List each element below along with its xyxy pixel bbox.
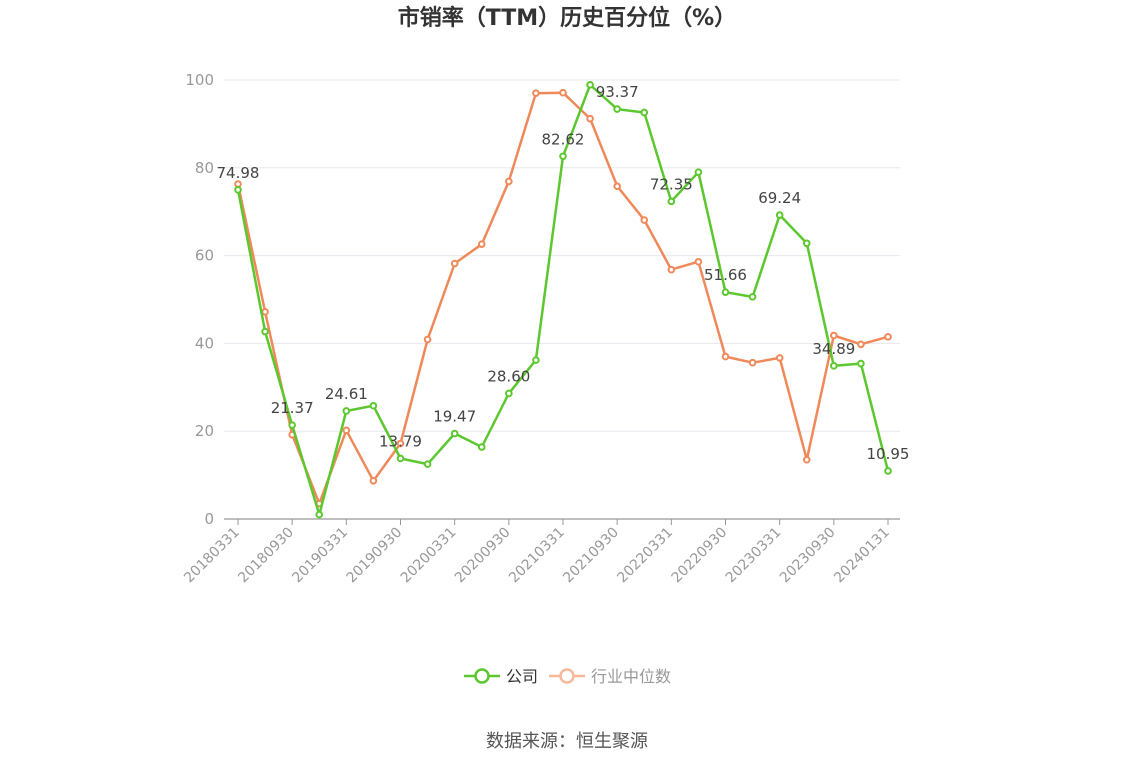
series-1	[234, 88, 892, 508]
data-point[interactable]	[532, 89, 540, 97]
data-point[interactable]	[721, 288, 730, 297]
y-tick-label: 20	[195, 422, 214, 440]
chart-title: 市销率（TTM）历史百分位（%）	[398, 5, 736, 31]
data-point[interactable]	[802, 239, 811, 248]
data-point[interactable]	[640, 216, 649, 224]
y-axis: 0 20 40 60 80 100	[185, 71, 214, 528]
data-point[interactable]	[505, 177, 513, 186]
series-group	[234, 81, 892, 519]
data-point[interactable]	[884, 467, 892, 475]
data-label: 51.66	[704, 266, 747, 284]
data-point[interactable]	[748, 358, 757, 367]
y-tick-label: 80	[195, 159, 214, 177]
data-point[interactable]	[505, 389, 513, 398]
data-point[interactable]	[775, 354, 784, 362]
data-label: 34.89	[812, 340, 855, 358]
data-point[interactable]	[450, 429, 459, 438]
x-tick-label: 20210930	[560, 525, 622, 587]
x-tick-label: 20240131	[831, 525, 893, 587]
x-tick-label: 20190930	[344, 525, 406, 587]
series-0	[234, 81, 892, 519]
y-tick-label: 100	[185, 71, 214, 89]
data-point[interactable]	[315, 510, 324, 519]
data-point[interactable]	[830, 331, 838, 340]
x-tick-label: 20200331	[398, 525, 460, 587]
data-point[interactable]	[261, 327, 269, 336]
data-label: 28.60	[487, 367, 530, 385]
y-tick-label: 0	[204, 510, 214, 528]
data-label: 13.79	[379, 432, 422, 450]
data-point[interactable]	[613, 105, 621, 113]
data-point[interactable]	[640, 108, 649, 117]
x-tick-label: 20230331	[723, 525, 785, 587]
series-line	[236, 83, 890, 516]
data-point[interactable]	[857, 340, 865, 349]
data-point[interactable]	[477, 240, 486, 248]
data-source: 数据来源：恒生聚源	[486, 731, 648, 752]
data-point[interactable]	[396, 439, 405, 448]
x-tick-label: 20220930	[669, 525, 731, 587]
legend-item-0[interactable]: 公司	[464, 667, 538, 686]
data-point[interactable]	[802, 455, 811, 464]
data-point[interactable]	[369, 401, 378, 410]
data-point[interactable]	[775, 211, 784, 219]
data-point[interactable]	[667, 197, 676, 206]
legend-item-1[interactable]: 行业中位数	[549, 667, 671, 686]
data-point[interactable]	[586, 81, 594, 89]
y-tick-label: 40	[195, 334, 214, 352]
grid	[224, 79, 900, 432]
data-point[interactable]	[559, 88, 567, 97]
y-tick-label: 60	[195, 247, 214, 265]
data-label: 74.98	[217, 164, 260, 182]
data-point[interactable]	[342, 407, 351, 415]
x-tick-label: 20220331	[614, 525, 676, 587]
data-point[interactable]	[721, 352, 730, 361]
data-point[interactable]	[667, 265, 676, 274]
x-tick-label: 20230930	[777, 525, 839, 587]
data-point[interactable]	[748, 293, 757, 301]
x-tick-label: 20200930	[452, 525, 514, 587]
data-label: 10.95	[867, 445, 910, 463]
legend-label: 行业中位数	[591, 667, 671, 686]
data-point[interactable]	[450, 259, 459, 268]
data-point[interactable]	[288, 421, 296, 429]
data-point[interactable]	[261, 307, 269, 316]
legend-swatch-marker	[474, 668, 490, 684]
x-axis: 2018033120180930201903312019093020200331…	[181, 518, 900, 587]
data-point[interactable]	[532, 356, 540, 364]
x-tick-label: 20190331	[289, 525, 351, 587]
data-point[interactable]	[369, 477, 378, 485]
data-point[interactable]	[613, 182, 621, 191]
legend-swatch-marker	[559, 668, 575, 684]
x-tick-label: 20180930	[235, 525, 297, 587]
data-point[interactable]	[884, 333, 892, 341]
legend[interactable]: 公司 行业中位数	[464, 667, 671, 686]
data-point[interactable]	[234, 180, 242, 188]
data-point[interactable]	[342, 426, 351, 435]
data-point[interactable]	[830, 362, 838, 370]
data-point[interactable]	[694, 168, 703, 176]
x-tick-label: 20180331	[181, 525, 243, 587]
data-point[interactable]	[234, 186, 242, 194]
data-point[interactable]	[857, 359, 865, 368]
data-point[interactable]	[586, 114, 594, 123]
data-point[interactable]	[423, 335, 432, 344]
data-label: 93.37	[596, 83, 639, 101]
data-point[interactable]	[423, 460, 432, 468]
data-point[interactable]	[396, 454, 405, 463]
data-labels: 74.98 21.37 24.61 13.79 19.47 28.60 82.62 93.37…	[217, 83, 910, 463]
legend-label: 公司	[506, 667, 538, 686]
data-point[interactable]	[477, 443, 486, 451]
x-tick-label: 20210331	[506, 525, 568, 587]
data-label: 69.24	[758, 189, 801, 207]
data-label: 82.62	[542, 130, 585, 148]
data-label: 72.35	[650, 175, 693, 193]
data-label: 21.37	[271, 399, 314, 417]
data-label: 19.47	[433, 408, 476, 426]
data-point[interactable]	[559, 152, 567, 161]
data-label: 24.61	[325, 385, 368, 403]
data-point[interactable]	[694, 257, 703, 266]
